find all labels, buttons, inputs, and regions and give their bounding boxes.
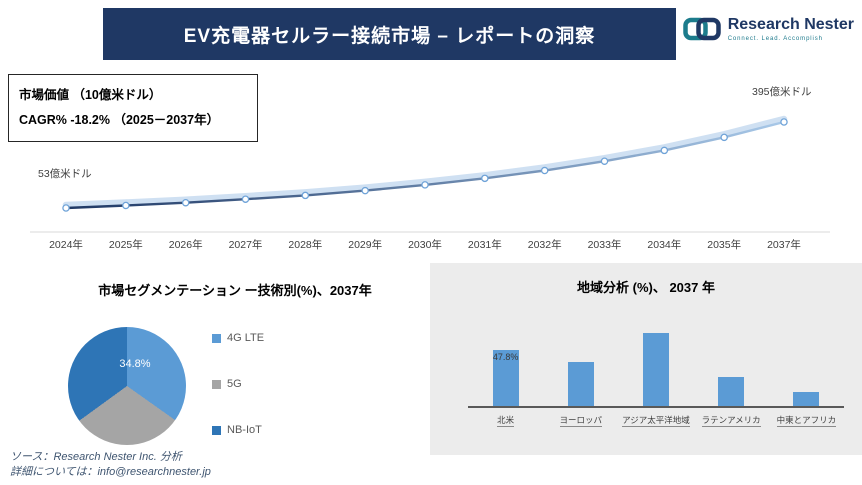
legend-swatch-nb-iot <box>212 425 221 435</box>
legend-label-4g-lte: 4G LTE <box>227 332 265 344</box>
legend-item-4g-lte: 4G LTE <box>212 332 264 344</box>
bar-data-label: 47.8% <box>492 352 519 363</box>
bar-category-label: 北米 <box>497 415 515 427</box>
line-chart-marker <box>122 201 130 210</box>
page-title-banner: EV充電器セルラー接続市場 – レポートの洞察 <box>103 8 676 60</box>
legend-swatch-4g-lte <box>212 333 221 343</box>
line-chart-marker <box>241 195 250 203</box>
source-line: ソース：Research Nester Inc. 分析 <box>10 451 182 463</box>
legend-label-5g: 5G <box>227 378 242 390</box>
line-chart-marker <box>660 146 669 155</box>
x-axis-label: 2026年 <box>169 238 203 251</box>
end-value-label: 395億米ドル <box>752 86 812 98</box>
bar-category-label: ラテンアメリカ <box>701 415 761 427</box>
regional-bar-chart: 47.8% <box>468 320 844 408</box>
logo-tagline: Connect. Lead. Accomplish <box>727 35 823 42</box>
line-chart-marker <box>780 118 788 126</box>
x-axis-label: 2031年 <box>468 238 502 251</box>
line-chart-marker <box>540 166 549 175</box>
bar-category-label: ヨーロッパ <box>559 415 603 427</box>
bar-2 <box>642 333 669 406</box>
legend-item-nb-iot: NB-IoT <box>212 424 264 436</box>
x-axis-label: 2025年 <box>109 238 143 251</box>
brand-logo: Research Nester Connect. Lead. Accomplis… <box>682 14 854 44</box>
line-chart-marker <box>720 133 728 142</box>
segmentation-pie-chart <box>68 327 186 445</box>
bar-column <box>769 392 844 406</box>
x-axis-label: 2032年 <box>528 238 562 251</box>
legend-label-nb-iot: NB-IoT <box>227 424 262 436</box>
source-footer: ソース：Research Nester Inc. 分析 詳細については：info… <box>10 450 211 480</box>
x-axis-label: 2030年 <box>408 238 442 251</box>
market-value-line-chart: 2024年 2025年 2026年 2027年 2028年 2029年 2030年 2031年… <box>30 90 830 255</box>
line-chart-marker <box>181 198 190 207</box>
market-value-label: 市場価値 （10億米ドル） <box>19 88 162 102</box>
x-axis-label: 2028年 <box>288 238 322 251</box>
bar-column <box>694 377 769 406</box>
regional-chart-title: 地域分析 (%)、 2037 年 <box>577 280 715 295</box>
pie-data-label: 34.8% <box>119 358 151 370</box>
pie-legend: 4G LTE 5G NB-IoT <box>212 332 264 436</box>
page-title: EV充電器セルラー接続市場 – レポートの洞察 <box>183 25 596 47</box>
legend-swatch-5g <box>212 379 221 389</box>
x-axis-label: 2037年 <box>767 238 801 251</box>
segmentation-chart-title: 市場セグメンテーション ー技術別(%)、2037年 <box>98 283 372 298</box>
contact-line: 詳細については：info@researchnester.jp <box>10 465 211 478</box>
logo-text: Research Nester Connect. Lead. Accomplis… <box>728 16 854 42</box>
cagr-label: CAGR% -18.2% （2025－2037年） <box>19 113 220 127</box>
x-axis-label: 2024年 <box>49 238 83 251</box>
start-value-label: 53億米ドル <box>38 168 92 180</box>
x-axis-label: 2027年 <box>229 238 263 251</box>
logo-icon <box>682 17 721 41</box>
bar-column <box>543 362 618 406</box>
bar-1 <box>567 362 594 406</box>
legend-item-5g: 5G <box>212 378 264 390</box>
regional-analysis-panel: 地域分析 (%)、 2037 年 47.8% 北米 ヨーロッパ アジア太平洋地域 ラテ… <box>430 263 862 455</box>
bar-3 <box>718 377 745 406</box>
x-axis-label: 2033年 <box>588 238 622 251</box>
bar-column <box>618 333 693 406</box>
line-chart-marker <box>62 204 70 212</box>
bar-column: 47.8% <box>468 350 543 406</box>
line-chart-marker <box>481 174 489 183</box>
bar-4 <box>793 392 820 406</box>
line-chart-marker <box>301 191 310 200</box>
bar-0: 47.8% <box>492 350 519 406</box>
bar-category-label: 中東とアフリカ <box>776 415 837 427</box>
line-chart-marker <box>600 157 609 165</box>
regional-bar-categories: 北米 ヨーロッパ アジア太平洋地域 ラテンアメリカ 中東とアフリカ <box>468 414 844 427</box>
line-chart-marker <box>421 181 429 189</box>
x-axis-label: 2035年 <box>707 238 741 251</box>
line-chart-marker <box>361 186 369 195</box>
bar-category-label: アジア太平洋地域 <box>622 415 690 427</box>
market-value-box: 市場価値 （10億米ドル） CAGR% -18.2% （2025－2037年） <box>8 74 258 142</box>
x-axis-label: 2034年 <box>647 238 681 251</box>
logo-name: Research Nester <box>727 15 854 33</box>
x-axis-label: 2029年 <box>348 238 382 251</box>
